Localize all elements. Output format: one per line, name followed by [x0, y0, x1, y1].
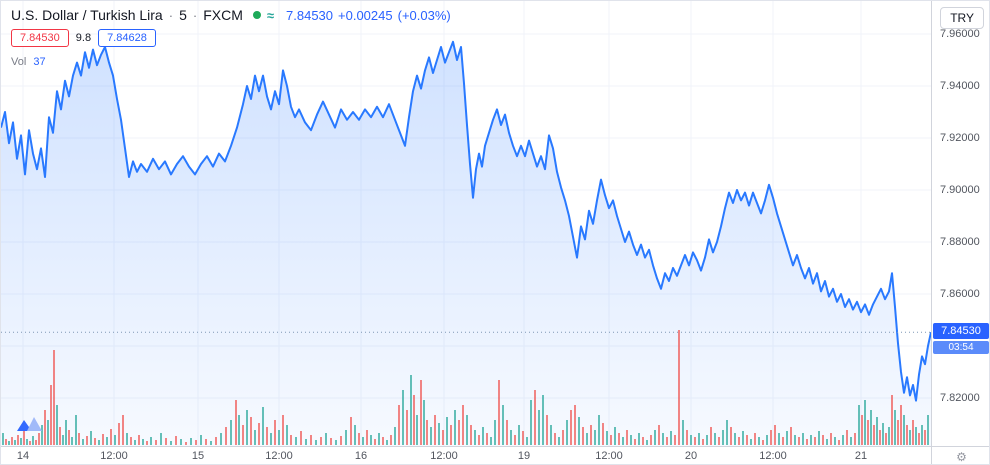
time-axis-label: 20 [684, 450, 698, 462]
chart-legend: U.S. Dollar / Turkish Lira · 5 · FXCM ≈ … [11, 7, 451, 68]
price-chart[interactable] [1, 1, 931, 446]
volume-label[interactable]: Vol [11, 56, 27, 68]
time-axis-label: 12:00 [595, 450, 623, 462]
last-quote: 7.84530 +0.00245 (+0.03%) [286, 8, 451, 23]
symbol-title[interactable]: U.S. Dollar / Turkish Lira [11, 7, 163, 23]
price-axis-label: 7.94000 [940, 80, 980, 92]
separator-dot: · [192, 7, 198, 23]
bid-ask-row: 7.84530 9.8 7.84628 [11, 29, 451, 47]
time-axis-label: 16 [354, 450, 368, 462]
exchange-name[interactable]: FXCM [203, 7, 243, 23]
market-open-dot-icon[interactable] [252, 11, 261, 19]
price-axis-label: 7.96000 [940, 28, 980, 40]
volume-row: Vol 37 [11, 56, 451, 68]
current-price-label: 7.84530 [933, 323, 989, 340]
last-price: 7.84530 [286, 7, 334, 23]
sell-bid-button[interactable]: 7.84530 [11, 29, 69, 47]
volume-value: 37 [33, 56, 46, 68]
price-change: +0.00245 [338, 7, 393, 23]
price-axis[interactable]: 7.820007.840007.860007.880007.900007.920… [931, 1, 989, 446]
currency-unit-button[interactable]: TRY [940, 7, 984, 29]
price-axis-label: 7.92000 [940, 132, 980, 144]
buy-ask-button[interactable]: 7.84628 [98, 29, 156, 47]
time-axis-label: 14 [16, 450, 30, 462]
tradingview-logo[interactable] [17, 416, 43, 432]
time-axis-label: 21 [854, 450, 868, 462]
volume-bars [2, 330, 929, 445]
price-line [1, 40, 931, 402]
time-axis-label: 12:00 [430, 450, 458, 462]
interval-value[interactable]: 5 [179, 7, 187, 23]
price-change-pct: (+0.03%) [397, 7, 451, 23]
price-axis-label: 7.90000 [940, 184, 980, 196]
time-axis-label: 15 [191, 450, 205, 462]
time-axis-label: 12:00 [265, 450, 293, 462]
time-axis-label: 12:00 [759, 450, 787, 462]
area-fill [1, 41, 931, 446]
approx-data-icon[interactable]: ≈ [266, 7, 275, 23]
time-axis-label: 12:00 [100, 450, 128, 462]
bar-countdown-label: 03:54 [933, 341, 989, 355]
price-axis-label: 7.86000 [940, 288, 980, 300]
separator-dot: · [168, 7, 174, 23]
symbol-row: U.S. Dollar / Turkish Lira · 5 · FXCM ≈ … [11, 7, 451, 23]
time-axis[interactable]: 14 12:00 15 12:00 16 12:00 19 12:00 20 12:00 21 [1, 446, 931, 464]
time-axis-label: 19 [517, 450, 531, 462]
spread-value: 9.8 [75, 32, 92, 44]
axis-corner: ⚙ [931, 446, 989, 464]
price-axis-label: 7.88000 [940, 236, 980, 248]
axis-settings-icon[interactable]: ⚙ [956, 449, 967, 464]
price-axis-label: 7.82000 [940, 392, 980, 404]
